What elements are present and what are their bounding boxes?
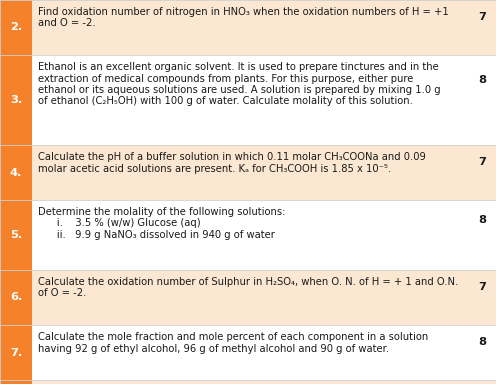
Text: 7.: 7. (10, 348, 22, 358)
Text: i.    3.5 % (w/w) Glucose (aq): i. 3.5 % (w/w) Glucose (aq) (38, 218, 201, 228)
Text: 7: 7 (479, 157, 486, 167)
Text: 7: 7 (479, 282, 486, 292)
Text: 8: 8 (478, 337, 487, 347)
Text: having 92 g of ethyl alcohol, 96 g of methyl alcohol and 90 g of water.: having 92 g of ethyl alcohol, 96 g of me… (38, 344, 389, 354)
Text: Ethanol is an excellent organic solvent. It is used to prepare tinctures and in : Ethanol is an excellent organic solvent.… (38, 62, 439, 72)
Text: 8: 8 (478, 215, 487, 225)
Text: 2.: 2. (10, 23, 22, 33)
Bar (0, 380, 496, 384)
Bar (0, 0, 32, 55)
Text: ethanol or its aqueous solutions are used. A solution is prepared by mixing 1.0 : ethanol or its aqueous solutions are use… (38, 85, 441, 95)
Bar (0, 270, 496, 325)
Bar (0, 145, 32, 200)
Text: Calculate the mole fraction and mole percent of each component in a solution: Calculate the mole fraction and mole per… (38, 332, 429, 342)
Bar (0, 200, 32, 270)
Text: Calculate the oxidation number of Sulphur in H₂SO₄, when O. N. of H = + 1 and O.: Calculate the oxidation number of Sulphu… (38, 277, 458, 287)
Text: 4.: 4. (10, 167, 22, 177)
Bar (0, 200, 496, 270)
Text: ii.   9.9 g NaNO₃ dissolved in 940 g of water: ii. 9.9 g NaNO₃ dissolved in 940 g of wa… (38, 230, 275, 240)
Text: extraction of medical compounds from plants. For this purpose, either pure: extraction of medical compounds from pla… (38, 73, 414, 83)
Text: Find oxidation number of nitrogen in HNO₃ when the oxidation numbers of H = +1: Find oxidation number of nitrogen in HNO… (38, 7, 449, 17)
Text: Determine the molality of the following solutions:: Determine the molality of the following … (38, 207, 286, 217)
Bar (0, 145, 496, 200)
Bar (0, 270, 32, 325)
Text: 7: 7 (479, 12, 486, 22)
Text: 5.: 5. (10, 230, 22, 240)
Text: of ethanol (C₂H₅OH) with 100 g of water. Calculate molality of this solution.: of ethanol (C₂H₅OH) with 100 g of water.… (38, 96, 413, 106)
Text: molar acetic acid solutions are present. Kₐ for CH₃COOH is 1.85 x 10⁻⁵.: molar acetic acid solutions are present.… (38, 164, 391, 174)
Bar (0, 0, 496, 55)
Text: 3.: 3. (10, 95, 22, 105)
Bar (0, 55, 32, 145)
Bar (0, 325, 496, 380)
Bar (0, 55, 496, 145)
Text: 8: 8 (478, 75, 487, 85)
Bar (0, 380, 32, 384)
Text: Calculate the pH of a buffer solution in which 0.11 molar CH₃COONa and 0.09: Calculate the pH of a buffer solution in… (38, 152, 426, 162)
Text: 6.: 6. (10, 293, 22, 303)
Bar (0, 325, 32, 380)
Text: and O = -2.: and O = -2. (38, 18, 96, 28)
Text: of O = -2.: of O = -2. (38, 288, 87, 298)
